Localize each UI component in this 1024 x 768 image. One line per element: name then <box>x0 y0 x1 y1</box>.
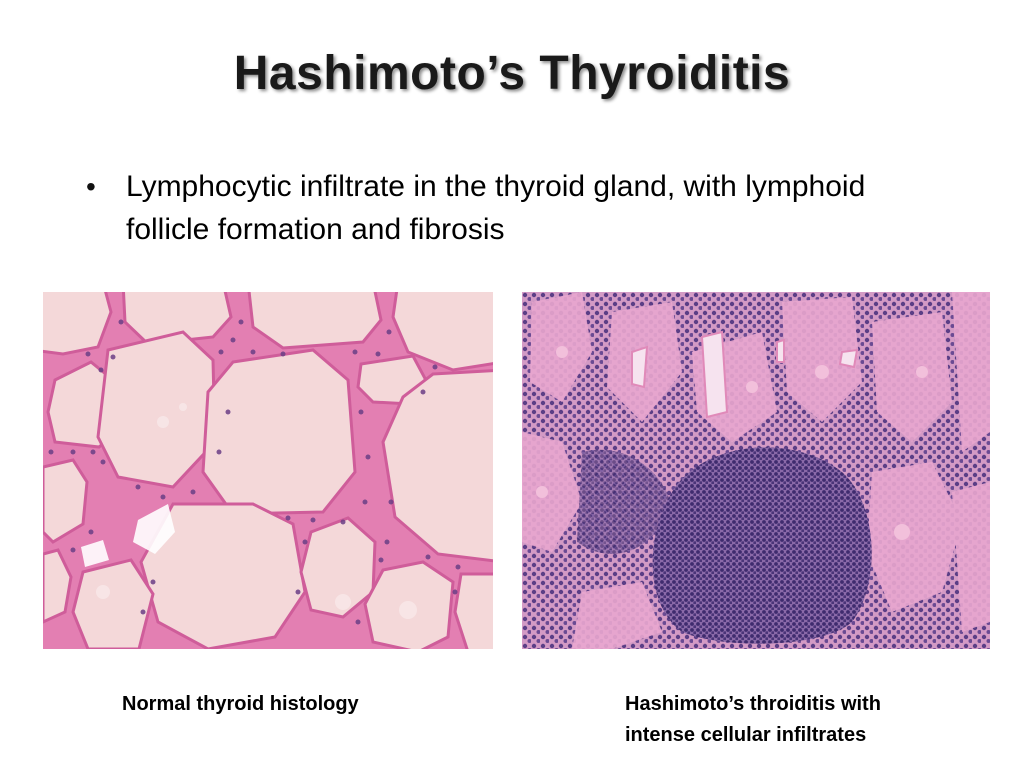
caption-hashimoto-thyroiditis: Hashimoto’s throiditis with intense cell… <box>625 689 955 751</box>
normal-thyroid-histology-image <box>43 292 493 649</box>
bullet-item: • Lymphocytic infiltrate in the thyroid … <box>86 165 946 251</box>
slide-title: Hashimoto’s Thyroiditis <box>233 47 791 100</box>
hashimoto-thyroiditis-histology-image <box>522 292 990 649</box>
caption-line: Hashimoto’s throiditis with <box>625 693 881 715</box>
caption-normal-thyroid: Normal thyroid histology <box>122 693 359 715</box>
caption-line: intense cellular infiltrates <box>625 724 867 746</box>
bullet-text: Lymphocytic infiltrate in the thyroid gl… <box>126 170 866 246</box>
bullet-dot-icon: • <box>86 171 96 202</box>
